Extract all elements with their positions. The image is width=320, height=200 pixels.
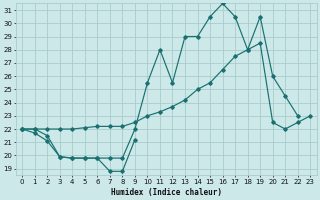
X-axis label: Humidex (Indice chaleur): Humidex (Indice chaleur) [111,188,222,197]
